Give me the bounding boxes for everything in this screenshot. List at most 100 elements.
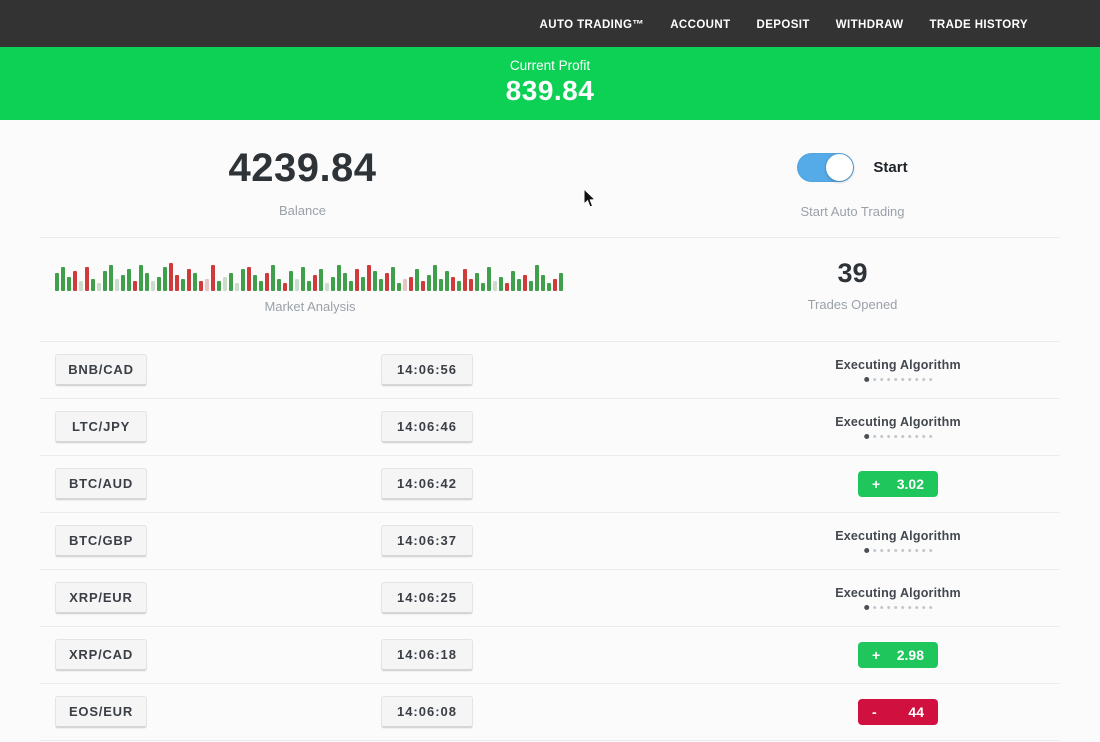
auto-trading-toggle[interactable]	[797, 153, 855, 182]
result-sign: +	[872, 647, 881, 663]
market-analysis-chart	[55, 261, 565, 291]
time-badge: 14:06:25	[381, 582, 473, 614]
candle-bar	[289, 271, 293, 291]
candle-bar	[349, 281, 353, 291]
trades-opened-value: 39	[837, 258, 868, 288]
candle-bar	[283, 283, 287, 291]
time-badge: 14:06:46	[381, 411, 473, 443]
nav-item-deposit[interactable]: DEPOSIT	[756, 18, 810, 31]
candle-bar	[175, 275, 179, 291]
candle-bar	[313, 275, 317, 291]
progress-dot	[928, 549, 932, 552]
candle-bar	[241, 269, 245, 291]
result-value: 3.02	[896, 476, 924, 492]
candle-bar	[103, 271, 107, 291]
candle-bar	[391, 267, 395, 291]
candle-bar	[163, 267, 167, 291]
candle-bar	[97, 283, 101, 291]
progress-dot	[872, 435, 876, 438]
candle-bar	[271, 265, 275, 291]
candle-bar	[517, 279, 521, 291]
candle-bar	[511, 271, 515, 291]
candle-bar	[199, 281, 203, 291]
progress-dot	[863, 434, 869, 439]
progress-dots	[835, 548, 961, 553]
candle-bar	[121, 275, 125, 291]
pair-badge: LTC/JPY	[55, 411, 147, 443]
candle-bar	[379, 279, 383, 291]
market-analysis-label: Market Analysis	[264, 299, 356, 314]
candle-bar	[385, 273, 389, 291]
progress-dot	[900, 606, 904, 609]
progress-dot	[872, 378, 876, 381]
candle-bar	[535, 265, 539, 291]
nav-item-withdraw[interactable]: WITHDRAW	[835, 18, 904, 31]
progress-dot	[900, 549, 904, 552]
candle-bar	[277, 279, 281, 291]
progress-dot	[863, 548, 869, 553]
candle-bar	[493, 281, 497, 291]
nav-item-auto-trading[interactable]: AUTO TRADING™	[539, 18, 645, 31]
progress-dot	[893, 549, 897, 552]
result-value: 2.98	[896, 647, 924, 663]
candle-bar	[367, 265, 371, 291]
progress-dot	[907, 606, 911, 609]
candle-bar	[193, 273, 197, 291]
candle-bar	[559, 273, 563, 291]
candle-bar	[145, 273, 149, 291]
trade-status: +3.02	[858, 471, 938, 497]
trade-status: Executing Algorithm	[835, 529, 961, 553]
progress-dot	[928, 378, 932, 381]
loss-badge: - 44	[858, 699, 938, 725]
candle-bar	[133, 281, 137, 291]
candle-bar	[325, 283, 329, 291]
candle-bar	[451, 277, 455, 291]
candle-bar	[415, 269, 419, 291]
candle-bar	[211, 265, 215, 291]
candle-bar	[55, 273, 59, 291]
toggle-knob	[826, 154, 854, 181]
candle-bar	[307, 281, 311, 291]
progress-dot	[886, 435, 890, 438]
progress-dot	[921, 378, 925, 381]
candle-bar	[115, 279, 119, 291]
progress-dot	[900, 435, 904, 438]
progress-dot	[914, 378, 918, 381]
candle-bar	[187, 269, 191, 291]
candle-bar	[259, 281, 263, 291]
executing-algorithm-label: Executing Algorithm	[835, 415, 961, 429]
trade-status: Executing Algorithm	[835, 358, 961, 382]
trade-status: - 44	[858, 699, 938, 725]
candle-bar	[265, 273, 269, 291]
candle-bar	[337, 265, 341, 291]
trade-status: Executing Algorithm	[835, 586, 961, 610]
progress-dot	[907, 549, 911, 552]
pair-badge: BTC/GBP	[55, 525, 147, 557]
candle-bar	[301, 267, 305, 291]
candle-bar	[85, 267, 89, 291]
pair-badge: BNB/CAD	[55, 354, 147, 386]
result-sign: -	[872, 704, 877, 720]
candle-bar	[73, 271, 77, 291]
time-badge: 14:06:56	[381, 354, 473, 386]
progress-dot	[900, 378, 904, 381]
candle-bar	[409, 277, 413, 291]
candle-bar	[247, 267, 251, 291]
pair-badge: BTC/AUD	[55, 468, 147, 500]
progress-dot	[886, 606, 890, 609]
nav-item-trade-history[interactable]: TRADE HISTORY	[929, 18, 1028, 31]
progress-dot	[893, 435, 897, 438]
progress-dots	[835, 434, 961, 439]
trade-row-bnb-cad: BNB/CAD 14:06:56 Executing Algorithm	[40, 342, 1060, 399]
pair-badge: XRP/EUR	[55, 582, 147, 614]
candle-bar	[91, 279, 95, 291]
candle-bar	[61, 267, 65, 291]
nav-item-account[interactable]: ACCOUNT	[670, 18, 731, 31]
candle-bar	[433, 265, 437, 291]
progress-dot	[879, 549, 883, 552]
progress-dots	[835, 605, 961, 610]
candle-bar	[295, 279, 299, 291]
trade-status: +2.98	[858, 642, 938, 668]
executing-algorithm-label: Executing Algorithm	[835, 586, 961, 600]
progress-dot	[907, 378, 911, 381]
